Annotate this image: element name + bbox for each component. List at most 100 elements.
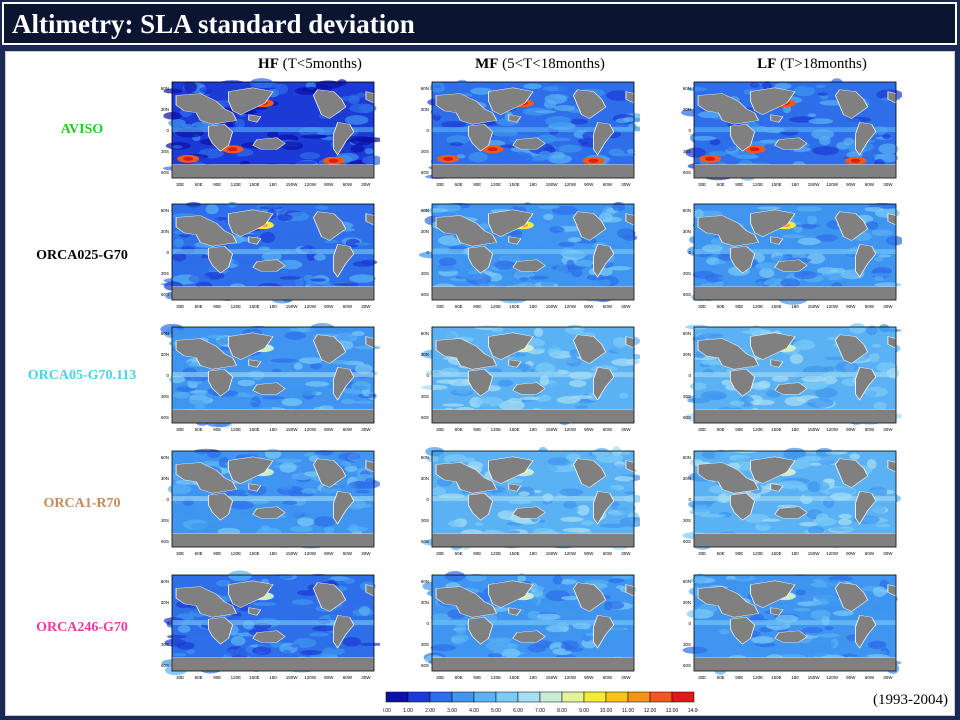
slide-title: Altimetry: SLA standard deviation — [12, 9, 415, 39]
lat-tick-label: 30S — [161, 642, 169, 647]
continents — [171, 209, 375, 301]
lat-tick-label: 0 — [426, 373, 429, 378]
row-label-orca05: ORCA05-G70.113 — [27, 368, 137, 383]
lon-tick-label: 180 — [529, 304, 537, 309]
lon-tick-label: 150E — [509, 551, 520, 556]
colorbar-swatch — [407, 691, 431, 703]
lat-tick-label: 60N — [161, 579, 169, 584]
continents — [171, 332, 375, 424]
lat-tick-label: 60N — [161, 208, 169, 213]
map-frame — [693, 450, 897, 548]
lon-tick-label: 150W — [546, 675, 559, 680]
lon-tick-label: 90E — [213, 304, 221, 309]
lat-tick-label: 0 — [426, 128, 429, 133]
lat-tick-label: 60N — [421, 86, 429, 91]
lon-tick-label: 60E — [455, 551, 463, 556]
lon-tick-label: 90E — [473, 551, 481, 556]
lon-tick-label: 30W — [621, 304, 631, 309]
lon-tick-label: 30E — [176, 427, 184, 432]
lon-tick-label: 150W — [546, 182, 559, 187]
continents — [693, 456, 897, 548]
lon-tick-label: 90W — [324, 427, 334, 432]
lon-tick-label: 150E — [509, 427, 520, 432]
lon-tick-label: 60W — [343, 304, 353, 309]
colorbar-tick-label: 9.00 — [579, 708, 589, 714]
lat-tick-label: 30N — [161, 476, 169, 481]
lon-tick-label: 150W — [808, 427, 821, 432]
lat-tick-label: 0 — [688, 128, 691, 133]
continents — [431, 332, 635, 424]
lon-tick-label: 120W — [564, 182, 577, 187]
lat-tick-label: 0 — [688, 621, 691, 626]
lon-tick-label: 180 — [269, 182, 277, 187]
lon-tick-label: 90W — [324, 304, 334, 309]
continents — [693, 332, 897, 424]
colorbar-swatch — [495, 691, 519, 703]
map-frame — [171, 574, 375, 672]
lon-tick-label: 60W — [865, 182, 875, 187]
lat-tick-label: 60N — [683, 331, 691, 336]
sla-map-orca1-r70-mf: 60N 30N 0 30S 60S 30E 60E 90E 120E 150E 180 150W 120… — [421, 446, 640, 556]
lon-tick-label: 60E — [717, 675, 725, 680]
colorbar-swatch — [429, 691, 453, 703]
lon-tick-label: 60E — [717, 182, 725, 187]
lon-tick-label: 90W — [584, 182, 594, 187]
lon-tick-label: 30E — [698, 304, 706, 309]
lon-tick-label: 30E — [176, 182, 184, 187]
sla-map-orca246-g70-lf: 60N 30N 0 30S 60S 30E 60E 90E 120E 150E 180 150W 120… — [682, 573, 902, 680]
lon-tick-label: 60E — [455, 675, 463, 680]
lon-tick-label: 30W — [361, 551, 371, 556]
continents — [431, 456, 635, 548]
continents — [431, 580, 635, 672]
colorbar-swatch — [583, 691, 607, 703]
lat-tick-label: 60N — [421, 579, 429, 584]
lon-tick-label: 90E — [473, 182, 481, 187]
lat-tick-label: 60S — [683, 292, 691, 297]
lon-tick-label: 30W — [883, 427, 893, 432]
lon-tick-label: 120E — [231, 304, 242, 309]
map-frame — [171, 81, 375, 179]
lon-tick-label: 60E — [195, 551, 203, 556]
lon-tick-label: 90E — [735, 304, 743, 309]
lon-tick-label: 90W — [846, 675, 856, 680]
lat-tick-label: 60N — [421, 208, 429, 213]
lon-tick-label: 30E — [436, 427, 444, 432]
lon-tick-label: 150W — [808, 551, 821, 556]
colorbar-swatch — [473, 691, 497, 703]
lat-tick-label: 30N — [421, 352, 429, 357]
lon-tick-label: 60W — [603, 304, 613, 309]
lon-tick-label: 150W — [286, 427, 299, 432]
lon-tick-label: 120E — [231, 551, 242, 556]
sla-map-aviso-hf: 60N 30N 0 30S 60S 30E 60E 90E 120E 150E 180 150W 120… — [161, 78, 380, 187]
colorbar-tick-label: 1.00 — [403, 708, 413, 714]
lon-tick-label: 90E — [213, 551, 221, 556]
lon-tick-label: 30W — [883, 675, 893, 680]
lon-tick-label: 120E — [491, 427, 502, 432]
lon-tick-label: 30W — [361, 182, 371, 187]
map-frame — [693, 574, 897, 672]
lat-tick-label: 30S — [161, 271, 169, 276]
lat-tick-label: 60N — [161, 86, 169, 91]
lat-tick-label: 30N — [683, 352, 691, 357]
lat-tick-label: 0 — [166, 128, 169, 133]
map-frame — [431, 326, 635, 424]
row-label-orca1: ORCA1-R70 — [43, 496, 121, 511]
lon-tick-label: 120E — [753, 304, 764, 309]
lat-tick-label: 30N — [683, 107, 691, 112]
lon-tick-label: 60E — [455, 427, 463, 432]
colorbar-tick-label: 13.00 — [666, 708, 679, 714]
lat-tick-label: 60S — [421, 292, 429, 297]
map-frame — [171, 203, 375, 301]
lon-tick-label: 180 — [791, 551, 799, 556]
lon-tick-label: 150E — [509, 304, 520, 309]
sla-map-orca246-g70-hf: 60N 30N 0 30S 60S 30E 60E 90E 120E 150E 180 150W 120… — [161, 570, 380, 680]
lon-tick-label: 60W — [603, 675, 613, 680]
colorbar-tick-label: 5.00 — [491, 708, 501, 714]
lon-tick-label: 30W — [883, 551, 893, 556]
lon-tick-label: 90W — [584, 427, 594, 432]
lon-tick-label: 60E — [195, 182, 203, 187]
lon-tick-label: 120W — [826, 675, 839, 680]
lat-tick-label: 0 — [688, 250, 691, 255]
colorbar-tick-label: 7.00 — [535, 708, 545, 714]
column-header-mf: MF (5<T<18months) — [410, 56, 670, 73]
